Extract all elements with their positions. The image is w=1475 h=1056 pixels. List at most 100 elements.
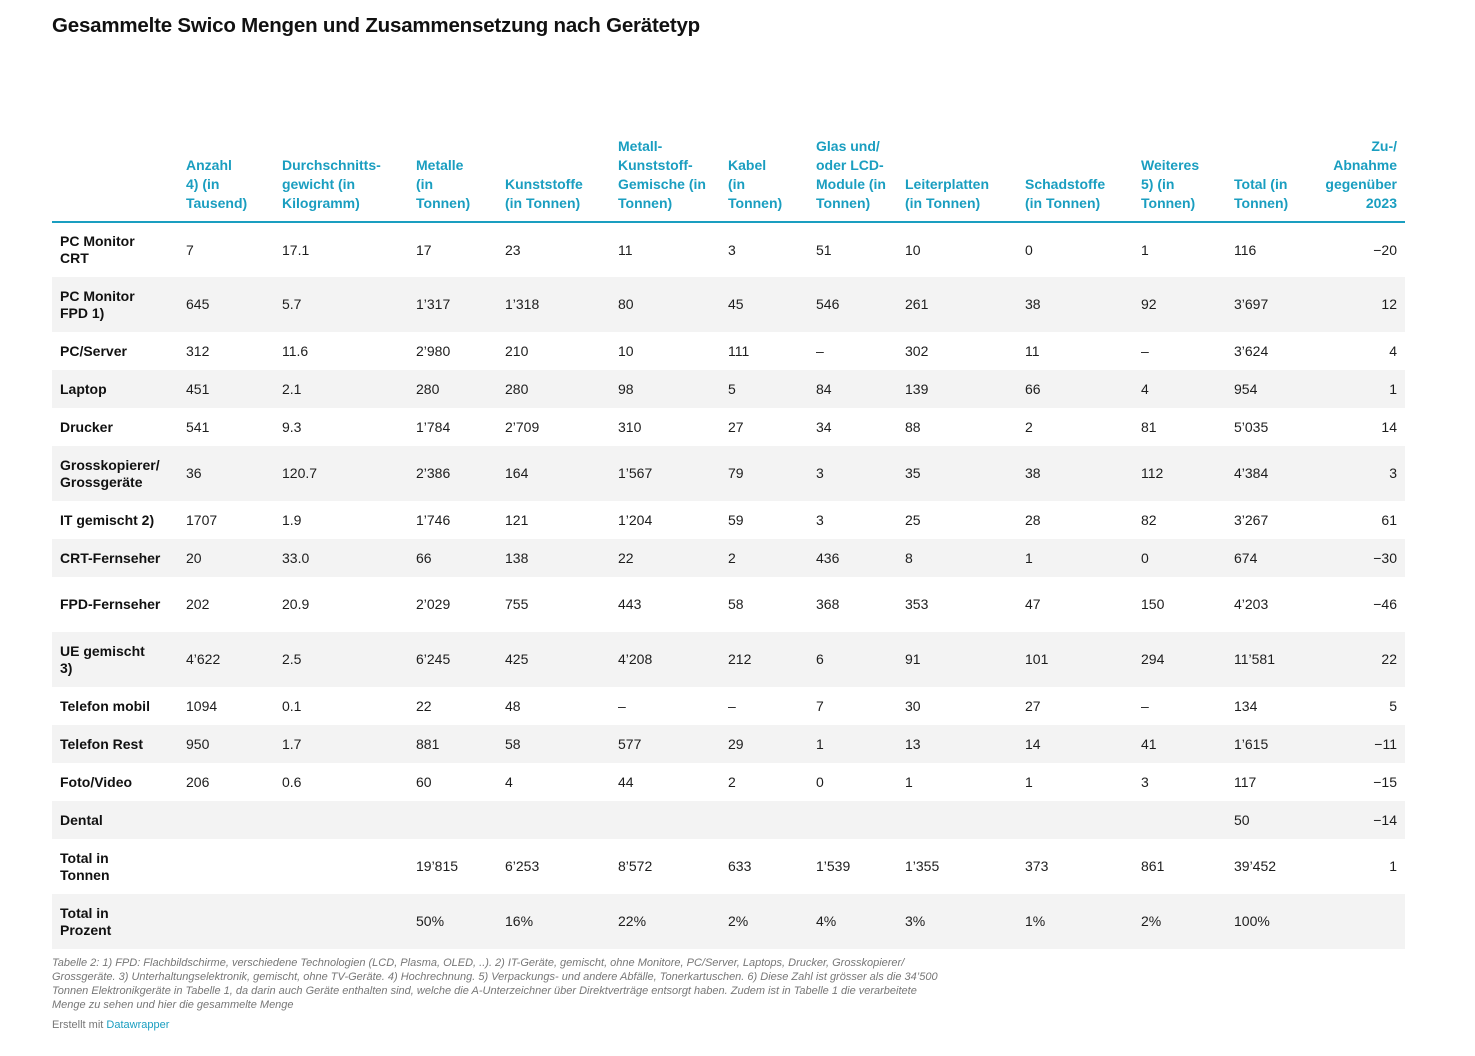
table-cell: 3: [816, 511, 824, 528]
table-cell: 1: [1025, 773, 1033, 790]
table-cell: 5.7: [274, 277, 408, 332]
table-cell: 112: [1133, 446, 1226, 501]
table-row: IT gemischt 2) 1707 1.9 1’746 121 1’204 59 3 25 2…: [52, 501, 1405, 539]
table-cell: 36: [178, 446, 274, 501]
table-row: Grosskopierer/Grossgeräte 36 120.7 2’386 164…: [52, 446, 1405, 501]
table-cell: 0: [1025, 241, 1033, 258]
table-cell: –: [728, 697, 736, 714]
table-cell: 58: [497, 725, 610, 763]
table-cell: 59: [728, 511, 744, 528]
table-cell: 10: [618, 342, 634, 359]
table-cell: 5: [720, 370, 808, 408]
table-cell: 1: [905, 773, 913, 790]
table-cell: 954: [1226, 370, 1316, 408]
table-cell: [408, 801, 497, 839]
table-cell: 353: [905, 596, 929, 612]
table-cell: 1: [1316, 370, 1405, 408]
row-label: Dental: [52, 801, 178, 839]
table-cell: 7: [186, 241, 194, 258]
row-label: Laptop: [52, 370, 178, 408]
table-cell: 50: [1226, 801, 1316, 839]
table-cell: 280: [497, 370, 610, 408]
table-cell: 101: [1017, 632, 1133, 687]
table-cell: 91: [897, 632, 1017, 687]
table-cell: 22: [416, 697, 432, 714]
table-cell: −15: [1373, 773, 1397, 790]
table-row: Total in Prozent 50% 16% 22% 2% 4% 3% 1% 2% 100%: [52, 894, 1405, 949]
table-cell: 48: [505, 697, 521, 714]
table-cell: 3: [808, 446, 897, 501]
table-cell: 22: [610, 539, 720, 577]
table-cell: 10: [905, 241, 921, 258]
table-cell: 11: [1025, 342, 1040, 359]
table-cell: 8: [897, 539, 1017, 577]
table-cell: 98: [610, 370, 720, 408]
table-cell: 117: [1234, 773, 1257, 790]
datawrapper-link[interactable]: Datawrapper: [106, 1019, 170, 1031]
table-cell: [1316, 894, 1405, 949]
table-cell: 294: [1133, 632, 1226, 687]
table-cell: –: [1141, 697, 1149, 714]
table-cell: 633: [728, 858, 752, 874]
table-cell: 1’615: [1226, 725, 1316, 763]
table-cell: 261: [897, 277, 1017, 332]
table-cell: 22%: [610, 894, 720, 949]
table-cell: 1’567: [610, 446, 720, 501]
table-cell: 58: [728, 596, 744, 612]
table-cell: 11: [618, 241, 633, 258]
table-cell: 302: [905, 342, 929, 359]
table-cell: 4’208: [610, 632, 720, 687]
table-cell: 2’709: [505, 418, 540, 435]
table-cell: 61: [1381, 511, 1397, 528]
table-cell: 0: [1133, 539, 1226, 577]
table-cell: 3’267: [1234, 511, 1269, 528]
row-label: Foto/Video: [60, 773, 133, 790]
table-cell: 134: [1234, 697, 1258, 714]
table-cell: 280: [408, 370, 497, 408]
table-cell: 34: [816, 418, 832, 435]
table-cell: 451: [178, 370, 274, 408]
table-cell: 51: [816, 241, 832, 258]
table-cell: 44: [618, 773, 634, 790]
table-cell: 1’355: [905, 858, 940, 874]
table-cell: 312: [186, 342, 210, 359]
header-cell: Zu-/Abnahme gegenüber 2023: [1316, 65, 1405, 223]
table-cell: 4’622: [178, 632, 274, 687]
table-cell: 881: [408, 725, 497, 763]
table-cell: [274, 839, 408, 894]
table-body: PC Monitor CRT 7 17.1 17 23 11 3 51 10 0 1 116 −20 PC …: [52, 222, 1405, 949]
table-cell: 1707: [186, 511, 218, 528]
table-cell: 79: [720, 446, 808, 501]
table-row: PC Monitor CRT 7 17.1 17 23 11 3 51 10 0 1 116 −20: [52, 222, 1405, 277]
table-cell: 0.1: [282, 697, 302, 714]
header-cell: Metall-Kunststoff-Gemische (in Tonnen): [610, 65, 720, 223]
header-cell: Kabel (in Tonnen): [720, 65, 808, 223]
table-cell: 4: [1389, 342, 1397, 359]
table-cell: 3: [1141, 773, 1149, 790]
table-cell: 425: [497, 632, 610, 687]
row-label: PC Monitor FPD 1): [52, 277, 178, 332]
table-cell: 29: [720, 725, 808, 763]
table-cell: –: [816, 342, 824, 359]
table-cell: 3%: [897, 894, 1017, 949]
table-cell: 674: [1226, 539, 1316, 577]
chart-title: Gesammelte Swico Mengen und Zusammensetz…: [52, 14, 700, 37]
table-cell: [178, 801, 274, 839]
table-cell: 2%: [720, 894, 808, 949]
table-cell: 1.9: [282, 511, 302, 528]
table-cell: 1’784: [416, 418, 451, 435]
table-cell: [1133, 801, 1226, 839]
row-label: UE gemischt 3): [52, 632, 178, 687]
table-cell: 1: [808, 725, 897, 763]
table-cell: 950: [178, 725, 274, 763]
row-label: Total in Prozent: [52, 894, 178, 949]
table-cell: −14: [1316, 801, 1405, 839]
table-cell: 755: [505, 596, 529, 612]
table-cell: 17: [416, 241, 432, 258]
table-row: Dental 50 −14: [52, 801, 1405, 839]
table-cell: 45: [720, 277, 808, 332]
table-cell: 1%: [1017, 894, 1133, 949]
table-cell: 1’204: [618, 511, 653, 528]
credit-prefix: Erstellt mit: [52, 1019, 104, 1031]
table-cell: 38: [1017, 446, 1133, 501]
